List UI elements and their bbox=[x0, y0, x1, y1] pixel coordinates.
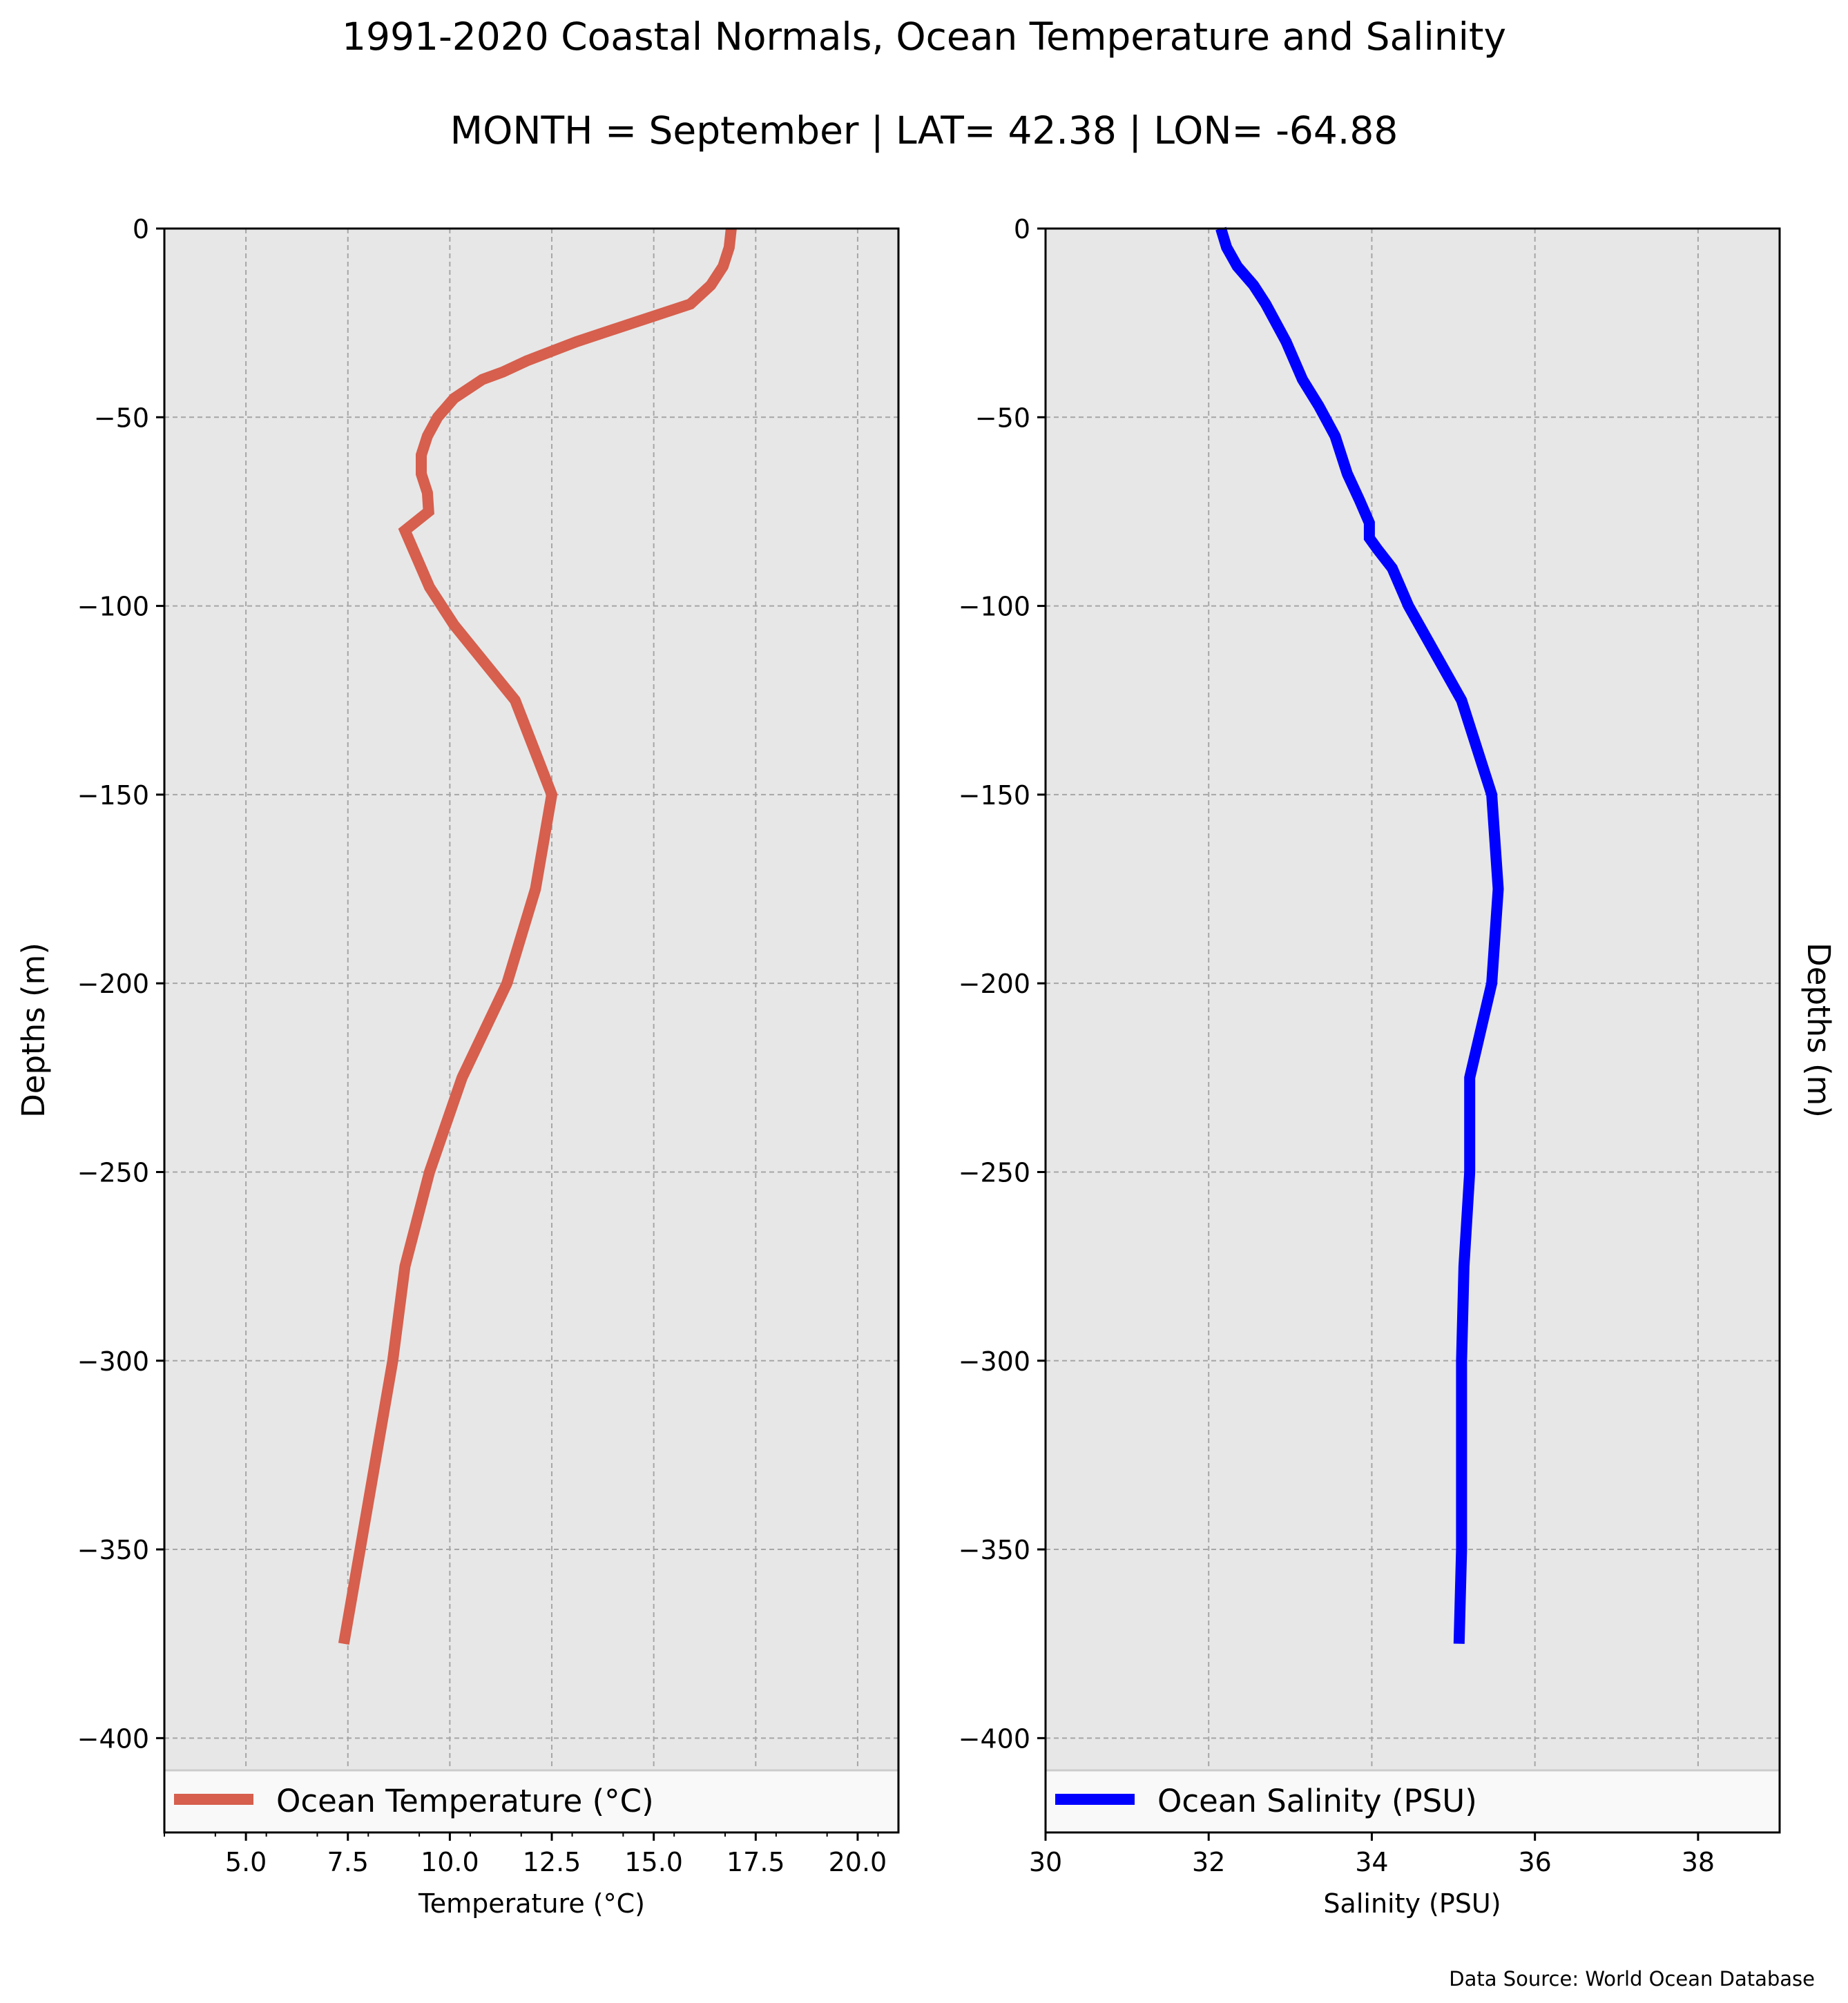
salinity-x-tick-label: 36 bbox=[1518, 1847, 1551, 1877]
temperature-legend: Ocean Temperature (°C) bbox=[163, 1769, 900, 1834]
salinity-plot-area bbox=[1046, 229, 1780, 1832]
salinity-y-tick-label: −50 bbox=[975, 403, 1030, 433]
temperature-y-tick-label: −100 bbox=[77, 592, 149, 622]
salinity-y-tick-label: −400 bbox=[959, 1723, 1030, 1754]
salinity-legend-label: Ocean Salinity (PSU) bbox=[1157, 1783, 1477, 1819]
salinity-x-tick-label: 34 bbox=[1355, 1847, 1388, 1877]
temperature-legend-box bbox=[163, 1769, 900, 1834]
salinity-x-tick-label: 32 bbox=[1192, 1847, 1225, 1877]
temperature-x-tick-label: 10.0 bbox=[421, 1847, 479, 1877]
salinity-x-axis-label: Salinity (PSU) bbox=[1323, 1888, 1501, 1919]
salinity-y-tick-label: −150 bbox=[959, 780, 1030, 811]
temperature-y-tick-label: −350 bbox=[77, 1535, 149, 1565]
data-source-note: Data Source: World Ocean Database bbox=[1449, 1967, 1815, 1991]
temperature-x-tick-label: 12.5 bbox=[523, 1847, 581, 1877]
temperature-profile-line bbox=[338, 228, 737, 1645]
salinity-y-tick-label: 0 bbox=[1014, 214, 1030, 244]
salinity-y-tick-label: −100 bbox=[959, 592, 1030, 622]
salinity-y-tick-label: −200 bbox=[959, 969, 1030, 999]
temperature-x-tick-label: 17.5 bbox=[726, 1847, 785, 1877]
salinity-profile-line bbox=[1215, 226, 1504, 1644]
temperature-ticks: 5.0 7.5 10.0 12.5 15.0 17.5 20.0 0 −50 −100 −150 −2… bbox=[77, 214, 887, 1877]
figure-title: 1991-2020 Coastal Normals, Ocean Tempera… bbox=[342, 14, 1506, 59]
temperature-panel: Ocean Temperature (°C) 5.0 7.5 10.0 12.5 15.… bbox=[15, 214, 900, 1919]
temperature-series bbox=[338, 228, 737, 1645]
temperature-axes-frame bbox=[163, 227, 900, 1834]
temperature-x-tick-label: 7.5 bbox=[327, 1847, 369, 1877]
salinity-y-axis-label: Depths (m) bbox=[1800, 942, 1837, 1118]
temperature-y-tick-label: −50 bbox=[94, 403, 149, 433]
figure-subtitle: MONTH = September | LAT= 42.38 | LON= -6… bbox=[450, 108, 1398, 153]
temperature-y-tick-label: −150 bbox=[77, 780, 149, 811]
salinity-panel: Ocean Salinity (PSU) 30 32 34 36 38 0 −50 −100 −… bbox=[959, 214, 1837, 1919]
salinity-ticks: 30 32 34 36 38 0 −50 −100 −150 −200 −250 −300 −350 −4… bbox=[959, 214, 1715, 1877]
temperature-y-axis-label: Depths (m) bbox=[15, 942, 52, 1118]
salinity-series bbox=[1215, 226, 1504, 1644]
salinity-y-tick-label: −350 bbox=[959, 1535, 1030, 1565]
temperature-y-tick-label: 0 bbox=[133, 214, 149, 244]
temperature-y-tick-label: −250 bbox=[77, 1157, 149, 1188]
temperature-legend-label: Ocean Temperature (°C) bbox=[276, 1783, 654, 1819]
temperature-x-tick-label: 5.0 bbox=[225, 1847, 267, 1877]
temperature-plot-area bbox=[164, 229, 898, 1832]
salinity-axes-frame bbox=[1044, 227, 1781, 1834]
temperature-x-tick-label: 20.0 bbox=[829, 1847, 887, 1877]
salinity-legend: Ocean Salinity (PSU) bbox=[1044, 1769, 1781, 1834]
salinity-x-tick-label: 30 bbox=[1029, 1847, 1062, 1877]
salinity-x-tick-label: 38 bbox=[1682, 1847, 1715, 1877]
temperature-y-tick-label: −200 bbox=[77, 969, 149, 999]
salinity-y-tick-label: −300 bbox=[959, 1346, 1030, 1377]
temperature-y-tick-label: −300 bbox=[77, 1346, 149, 1377]
temperature-x-tick-label: 15.0 bbox=[624, 1847, 683, 1877]
salinity-y-tick-label: −250 bbox=[959, 1157, 1030, 1188]
temperature-y-tick-label: −400 bbox=[77, 1723, 149, 1754]
temperature-x-axis-label: Temperature (°C) bbox=[418, 1888, 645, 1919]
salinity-legend-box bbox=[1044, 1769, 1781, 1834]
temperature-grid bbox=[164, 228, 898, 1832]
